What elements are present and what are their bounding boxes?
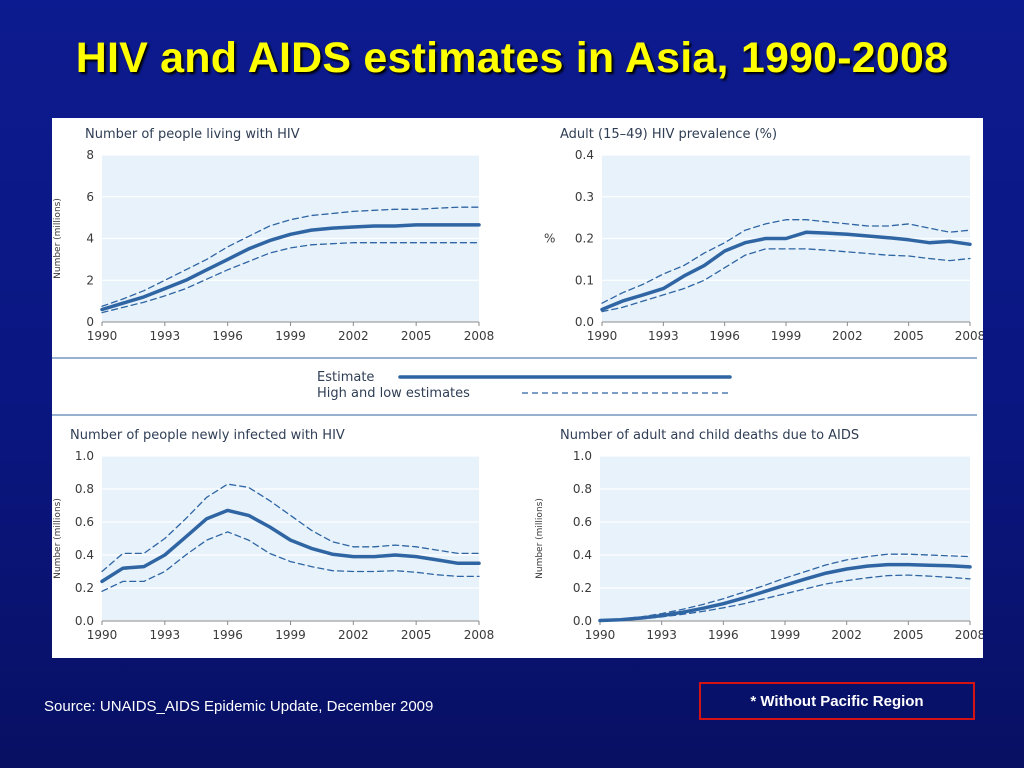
legend-estimate-label: Estimate xyxy=(317,370,374,385)
series-line-low-estimate xyxy=(101,242,480,314)
series-line-high-estimate xyxy=(101,206,480,307)
y-axis-label: % xyxy=(544,232,555,246)
legend-high-low-label: High and low estimates xyxy=(317,386,470,401)
x-tick-label: 1999 xyxy=(771,329,802,343)
y-tick-label: 0.0 xyxy=(573,614,592,628)
source-note: Source: UNAIDS_AIDS Epidemic Update, Dec… xyxy=(44,698,434,715)
y-tick-label: 0.6 xyxy=(573,515,592,529)
x-tick-label: 2005 xyxy=(401,628,432,642)
y-tick-label: 0.4 xyxy=(575,148,594,162)
chart-adult-hiv-prevalence: Adult (15–49) HIV prevalence (%) 0.0 0.1 0.… xyxy=(544,127,983,343)
legend: Estimate High and low estimates xyxy=(52,357,977,416)
footnote-box: * Without Pacific Region xyxy=(699,682,975,720)
y-tick-label: 0.2 xyxy=(75,581,94,595)
figure-panel: Number of people living with HIV 0 2 4 6 8 199… xyxy=(52,118,983,658)
y-tick-label: 0.2 xyxy=(573,581,592,595)
panel-title: Adult (15–49) HIV prevalence (%) xyxy=(560,127,777,142)
y-tick-label: 8 xyxy=(86,148,94,162)
y-tick-label: 0.1 xyxy=(575,273,594,287)
series-line-high-estimate xyxy=(599,553,971,621)
y-tick-label: 0.8 xyxy=(75,482,94,496)
x-tick-label: 1990 xyxy=(87,329,118,343)
y-tick-label: 0 xyxy=(86,315,94,329)
y-axis-label: Number (millions) xyxy=(535,498,545,579)
y-tick-label: 0.0 xyxy=(575,315,594,329)
series-line-estimate xyxy=(100,223,481,312)
y-tick-label: 2 xyxy=(86,273,94,287)
y-tick-label: 1.0 xyxy=(75,449,94,463)
x-tick-label: 2008 xyxy=(464,329,495,343)
x-tick-label: 1993 xyxy=(646,628,677,642)
x-tick-label: 1996 xyxy=(212,628,243,642)
x-tick-label: 2002 xyxy=(338,329,369,343)
y-tick-label: 0.0 xyxy=(75,614,94,628)
x-tick-label: 1993 xyxy=(150,628,181,642)
y-tick-label: 0.4 xyxy=(75,548,94,562)
plot-area xyxy=(600,456,970,621)
x-tick-label: 2005 xyxy=(401,329,432,343)
y-tick-label: 0.2 xyxy=(575,232,594,246)
charts-figure: Number of people living with HIV 0 2 4 6 8 199… xyxy=(52,127,983,642)
series-line-estimate xyxy=(598,562,972,623)
x-tick-label: 1993 xyxy=(648,329,679,343)
slide-title: HIV and AIDS estimates in Asia, 1990-200… xyxy=(75,34,949,82)
x-tick-label: 2005 xyxy=(893,628,924,642)
chart-people-living-with-hiv: Number of people living with HIV 0 2 4 6 8 199… xyxy=(53,127,494,343)
series-line-estimate xyxy=(100,508,481,584)
series-line-low-estimate xyxy=(601,248,971,313)
y-tick-label: 0.8 xyxy=(573,482,592,496)
chart-aids-deaths: Number of adult and child deaths due to … xyxy=(535,428,983,642)
x-tick-label: 1993 xyxy=(150,329,181,343)
x-tick-label: 2008 xyxy=(464,628,495,642)
series-line-high-estimate xyxy=(101,483,480,573)
series-line-low-estimate xyxy=(599,574,971,622)
series-line-estimate xyxy=(600,230,972,312)
x-tick-label: 2002 xyxy=(831,628,862,642)
y-tick-label: 0.6 xyxy=(75,515,94,529)
panel-title: Number of people living with HIV xyxy=(85,127,300,142)
x-tick-label: 2008 xyxy=(955,628,983,642)
y-tick-label: 0.4 xyxy=(573,548,592,562)
x-tick-label: 1996 xyxy=(212,329,243,343)
y-axis-label: Number (millions) xyxy=(53,198,63,279)
x-tick-label: 1999 xyxy=(770,628,801,642)
x-tick-label: 1996 xyxy=(709,329,740,343)
x-tick-label: 1990 xyxy=(587,329,618,343)
y-axis-label: Number (millions) xyxy=(53,498,63,579)
x-tick-label: 2002 xyxy=(832,329,863,343)
x-tick-label: 1999 xyxy=(275,628,306,642)
x-tick-label: 1990 xyxy=(585,628,616,642)
x-tick-label: 1990 xyxy=(87,628,118,642)
y-tick-label: 4 xyxy=(86,232,94,246)
y-tick-label: 6 xyxy=(86,190,94,204)
panel-title: Number of people newly infected with HIV xyxy=(70,428,345,443)
x-tick-label: 2002 xyxy=(338,628,369,642)
x-tick-label: 1999 xyxy=(275,329,306,343)
y-tick-label: 1.0 xyxy=(573,449,592,463)
x-tick-label: 2005 xyxy=(893,329,924,343)
series-line-low-estimate xyxy=(101,531,480,592)
y-tick-label: 0.3 xyxy=(575,190,594,204)
x-tick-label: 1996 xyxy=(708,628,739,642)
chart-newly-infected: Number of people newly infected with HIV… xyxy=(53,428,494,642)
x-tick-label: 2008 xyxy=(955,329,983,343)
panel-title: Number of adult and child deaths due to … xyxy=(560,428,859,443)
series-line-high-estimate xyxy=(601,219,971,304)
